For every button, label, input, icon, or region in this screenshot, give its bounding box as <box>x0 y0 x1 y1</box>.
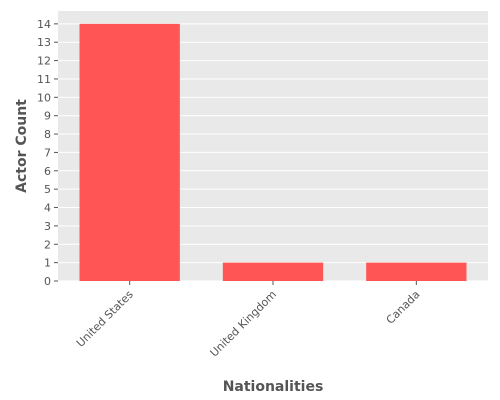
y-tick-label: 6 <box>44 165 51 178</box>
y-tick-label: 12 <box>37 55 51 68</box>
y-tick-label: 3 <box>44 220 51 233</box>
x-axis-title: Nationalities <box>223 379 324 395</box>
bar-united-states <box>79 23 180 281</box>
y-tick-label: 14 <box>37 18 51 31</box>
bar-canada <box>366 262 467 281</box>
y-tick-label: 11 <box>37 73 51 86</box>
x-tick-label: United Kingdom <box>207 288 279 360</box>
y-tick-label: 13 <box>37 36 51 49</box>
y-tick-label: 8 <box>44 128 51 141</box>
y-tick-label: 0 <box>44 275 51 288</box>
y-tick-label: 5 <box>44 183 51 196</box>
x-tick-label: Canada <box>384 288 423 327</box>
y-tick-label: 10 <box>37 91 51 104</box>
x-tick-label: United States <box>74 288 136 350</box>
bar-united-kingdom <box>222 262 324 281</box>
x-axis-ticks: United States United Kingdom Canada <box>74 281 423 360</box>
y-axis-title: Actor Count <box>14 99 30 193</box>
y-tick-label: 9 <box>44 110 51 123</box>
y-tick-label: 4 <box>44 202 51 215</box>
y-tick-label: 7 <box>44 146 51 159</box>
y-tick-label: 1 <box>44 257 51 270</box>
y-tick-label: 2 <box>44 238 51 251</box>
bars <box>79 23 467 281</box>
